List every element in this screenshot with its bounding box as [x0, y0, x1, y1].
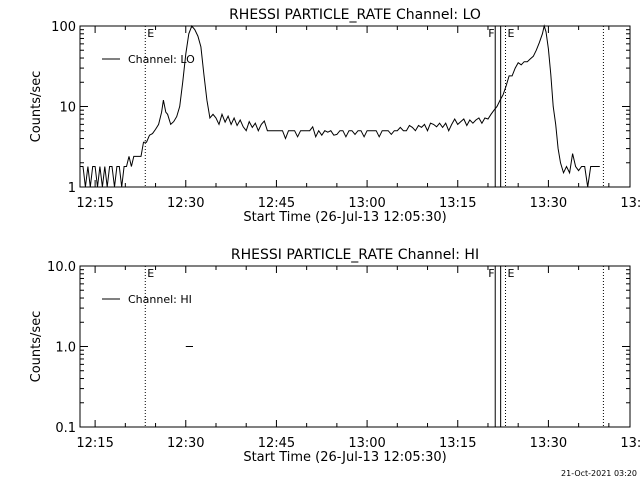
event-marker-label: F: [488, 267, 494, 280]
plot-frame: [79, 265, 631, 428]
event-marker-label: E: [147, 267, 154, 280]
y-tick-label: 1: [68, 181, 76, 196]
x-tick-label: 13:45: [620, 436, 640, 451]
event-marker-label: F: [488, 27, 494, 40]
y-tick-label: 10: [59, 101, 76, 116]
x-tick-label: 12:15: [76, 196, 113, 211]
x-tick-label: 13:00: [348, 196, 385, 211]
x-tick-label: 12:45: [258, 436, 295, 451]
x-tick-label: 12:30: [167, 436, 204, 451]
chart-panel-1: [79, 24, 631, 188]
x-tick-label: 12:15: [76, 436, 113, 451]
y-axis-label: Counts/sec: [29, 311, 44, 383]
y-axis-label: Counts/sec: [29, 71, 44, 143]
y-tick-label: 1.0: [55, 341, 76, 356]
x-tick-label: 12:45: [258, 196, 295, 211]
chart-panel-2: [79, 265, 631, 428]
event-marker-label: E: [507, 27, 514, 40]
x-axis-label: Start Time (26-Jul-13 12:05:30): [243, 450, 446, 465]
x-axis-label: Start Time (26-Jul-13 12:05:30): [243, 210, 446, 225]
event-marker-label: E: [147, 27, 154, 40]
series-line: [80, 24, 600, 188]
x-tick-label: 13:45: [620, 196, 640, 211]
y-tick-label: 10.0: [47, 260, 76, 275]
event-marker-label: E: [507, 267, 514, 280]
chart-title: RHESSI PARTICLE_RATE Channel: LO: [229, 7, 481, 23]
legend-label: Channel: LO: [128, 53, 195, 66]
x-tick-label: 13:15: [439, 436, 476, 451]
x-tick-label: 12:30: [167, 196, 204, 211]
footer-timestamp: 21-Oct-2021 03:20: [561, 469, 637, 478]
chart-title: RHESSI PARTICLE_RATE Channel: HI: [231, 247, 479, 263]
legend-label: Channel: HI: [128, 293, 192, 306]
x-tick-label: 13:30: [530, 436, 567, 451]
x-tick-label: 13:00: [348, 436, 385, 451]
x-tick-label: 13:15: [439, 196, 476, 211]
x-tick-label: 13:30: [530, 196, 567, 211]
y-tick-label: 0.1: [55, 421, 76, 436]
y-tick-label: 100: [51, 20, 76, 35]
